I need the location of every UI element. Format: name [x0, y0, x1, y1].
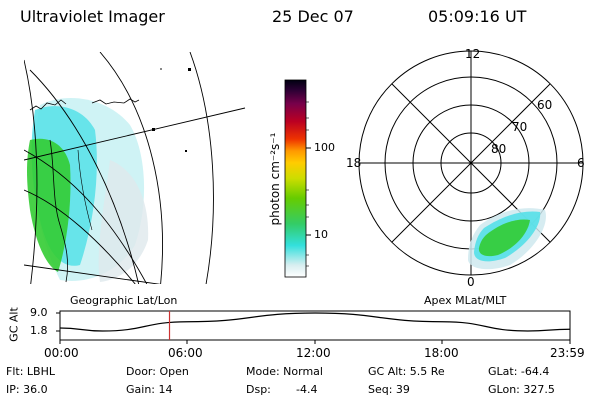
orbit-x-tick-4: 23:59 — [550, 346, 585, 360]
info-gc-alt: GC Alt: 5.5 Re — [368, 365, 445, 378]
info-mode: Mode: Normal — [246, 365, 323, 378]
mlt-label-18: 18 — [346, 156, 362, 170]
info-door: Door: Open — [126, 365, 189, 378]
aurora-green-core — [27, 138, 71, 272]
coastline — [91, 98, 140, 105]
orbit-ylabel: GC Alt — [7, 307, 21, 342]
info-dsp-label: Dsp: — [246, 383, 271, 396]
mlt-label-0: 0 — [467, 275, 475, 289]
orbit-x-tick-3: 18:00 — [424, 346, 459, 360]
info-dsp-value: -4.4 — [296, 383, 318, 396]
aurora-oval-green — [478, 219, 530, 257]
header-time: 05:09:16 UT — [428, 7, 527, 26]
info-seq: Seq: 39 — [368, 383, 410, 396]
mlt-label-6: 6 — [577, 156, 585, 170]
info-ip: IP: 36.0 — [6, 383, 48, 396]
orbit-x-tick-2: 12:00 — [296, 346, 331, 360]
orbit-y-tick-low: 1.8 — [30, 324, 48, 337]
orbit-x-tick-0: 00:00 — [44, 346, 79, 360]
mlat-label-80: 80 — [491, 142, 507, 156]
geo-map-label: Geographic Lat/Lon — [70, 294, 178, 307]
coastline — [29, 99, 67, 111]
orbit-y-tick-high: 9.0 — [30, 306, 48, 319]
coastline — [77, 149, 93, 231]
colorbar-tick-10: 10 — [314, 228, 328, 241]
coastline — [49, 139, 68, 283]
colorbar-tick-100: 100 — [314, 141, 335, 154]
info-glat: GLat: -64.4 — [488, 365, 550, 378]
window-title: Ultraviolet Imager — [20, 7, 165, 26]
header-date: 25 Dec 07 — [272, 7, 354, 26]
info-flt: Flt: LBHL — [6, 365, 55, 378]
info-glon: GLon: 327.5 — [488, 383, 555, 396]
aurora-faint-region — [98, 160, 149, 282]
info-gain: Gain: 14 — [126, 383, 173, 396]
mlat-label-70: 70 — [512, 120, 528, 134]
mlat-label-60: 60 — [537, 98, 553, 112]
mlt-label-12: 12 — [465, 47, 481, 61]
polar-plot-label: Apex MLat/MLT — [424, 294, 507, 307]
orbit-altitude-line — [59, 312, 571, 332]
orbit-x-tick-1: 06:00 — [168, 346, 203, 360]
